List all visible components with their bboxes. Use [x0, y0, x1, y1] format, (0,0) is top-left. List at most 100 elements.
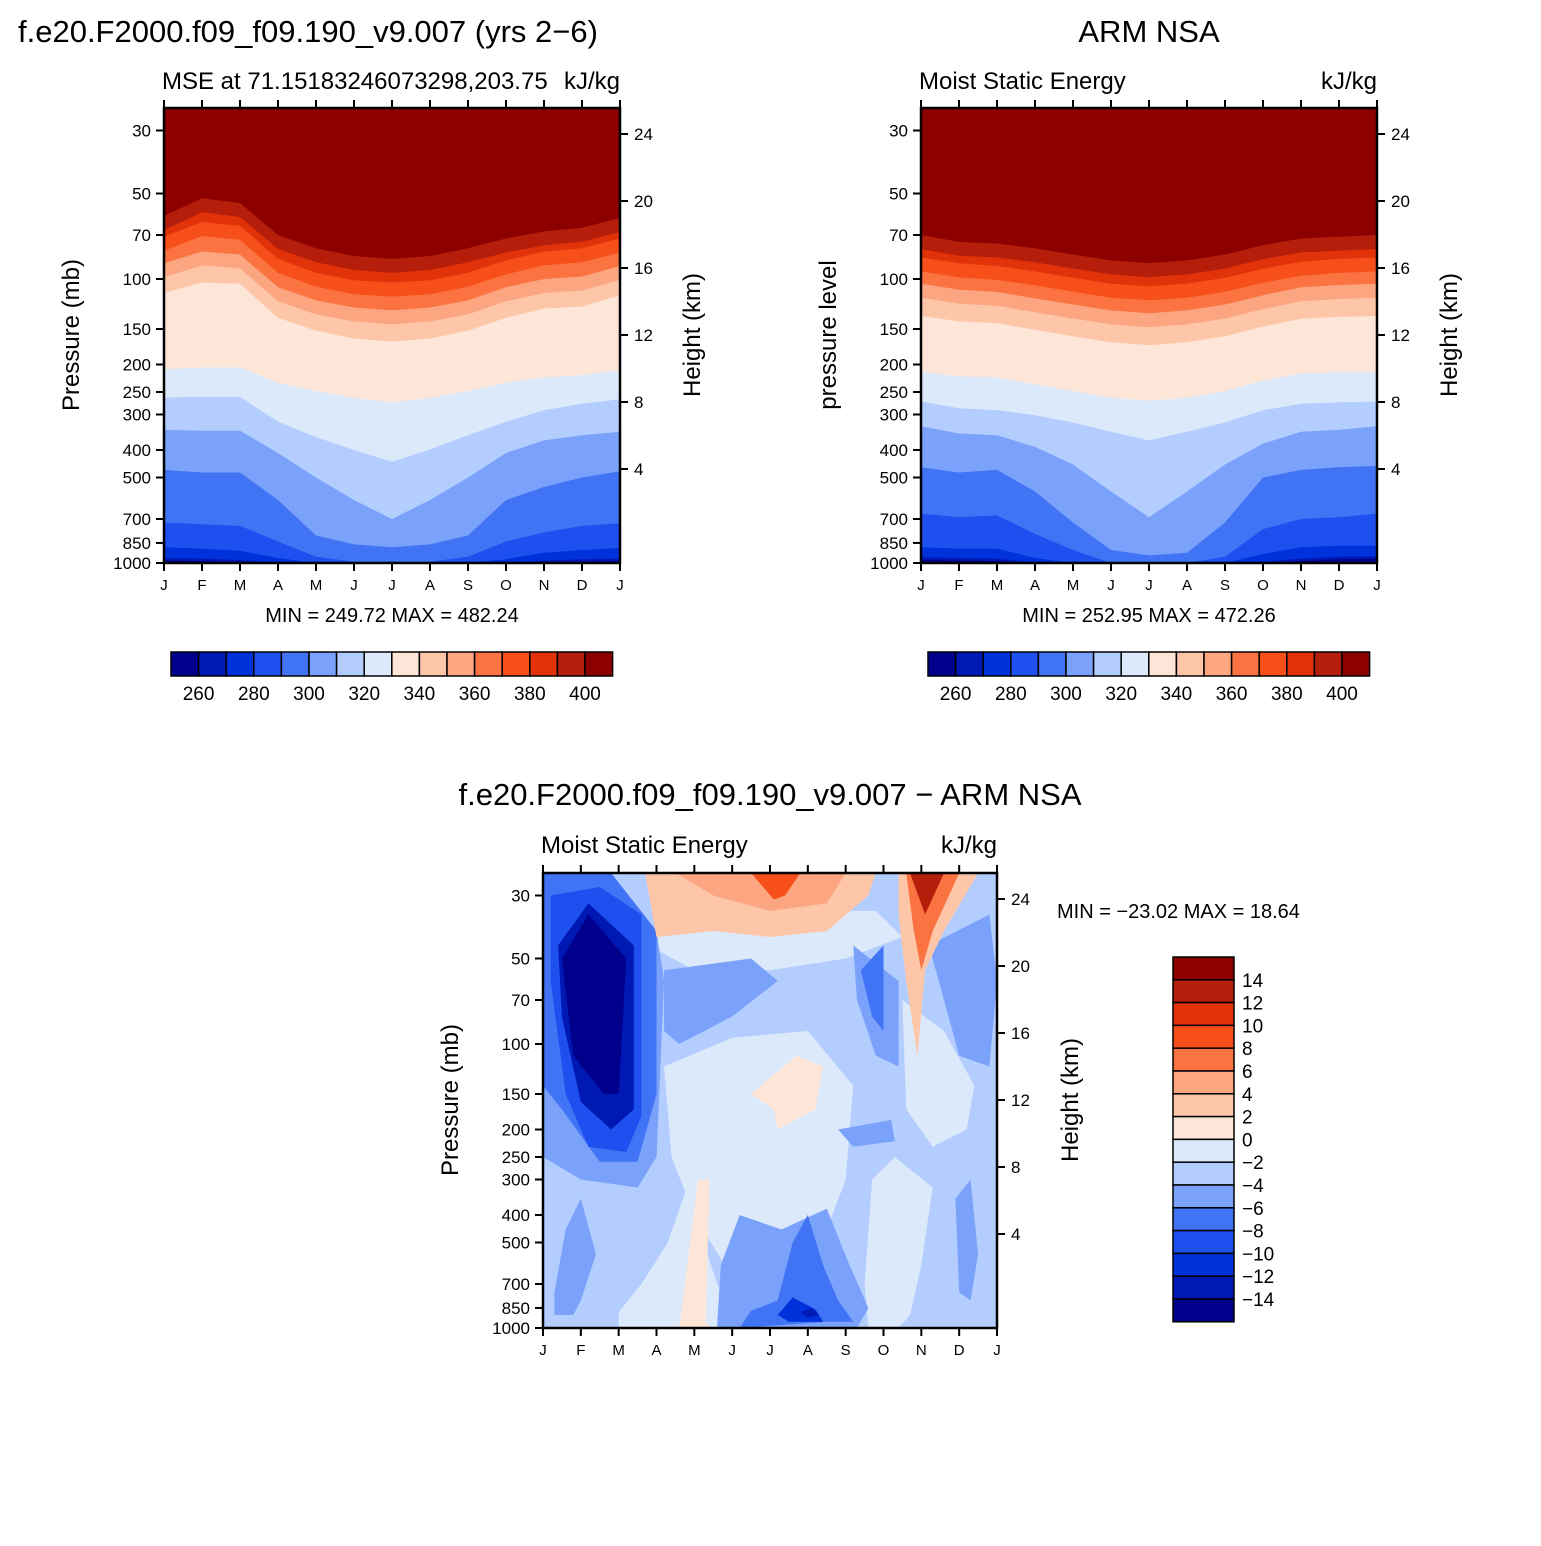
y-tick-label: 50 [889, 184, 908, 203]
colorbar-label: 320 [348, 684, 380, 705]
colorbar-swatch [1172, 979, 1235, 1004]
x-tick-label: J [766, 1342, 774, 1359]
height-tick-label: 12 [1011, 1091, 1030, 1110]
colorbar-swatch [308, 651, 338, 677]
colorbar-swatch [170, 651, 200, 677]
x-tick-label: J [616, 577, 624, 594]
colorbar-swatch [1092, 651, 1122, 677]
colorbar-label: −14 [1242, 1290, 1275, 1311]
colorbar-swatch [1148, 651, 1178, 677]
x-tick-label: J [993, 1342, 1001, 1359]
y-tick-label: 100 [880, 270, 908, 289]
colorbar-label: 260 [940, 684, 972, 705]
model-left-title: MSE at 71.15183246073298,203.75 [162, 68, 548, 95]
x-tick-label: M [612, 1342, 625, 1359]
colorbar-swatch [1037, 651, 1067, 677]
colorbar-swatch [1313, 651, 1343, 677]
colorbar-swatch [501, 651, 531, 677]
y-tick-label: 200 [880, 355, 908, 374]
model-figure-title: f.e20.F2000.f09_f09.190_v9.007 (yrs 2−6) [18, 14, 598, 49]
model-colorbar: 260 280 300 320 340 360 380 400 [170, 651, 614, 705]
contour-band [664, 958, 778, 1044]
height-tick-label: 20 [634, 192, 653, 211]
y-tick-label: 50 [511, 949, 530, 968]
colorbar-swatch [584, 651, 614, 677]
colorbar-label: −2 [1242, 1153, 1264, 1174]
x-tick-label: J [160, 577, 168, 594]
colorbar-swatch [225, 651, 255, 677]
y-tick-label: 850 [880, 534, 908, 553]
colorbar-swatch [982, 651, 1012, 677]
colorbar-label: 280 [995, 684, 1027, 705]
colorbar-swatch [197, 651, 227, 677]
x-tick-label: J [539, 1342, 547, 1359]
x-tick-label: O [500, 577, 512, 594]
contour-band [679, 1179, 714, 1328]
contour-band [864, 1157, 933, 1328]
height-tick-label: 4 [1011, 1225, 1020, 1244]
colorbar-swatch [1341, 651, 1371, 677]
obs-axes: J F M A M J J A S O N D J 30 50 70 100 150 200 250 300 400 500… [870, 100, 1410, 594]
x-tick-label: O [878, 1342, 890, 1359]
y-tick-label: 50 [132, 184, 151, 203]
colorbar-swatch [1203, 651, 1233, 677]
x-tick-label: A [1030, 577, 1040, 594]
height-tick-label: 24 [1011, 890, 1030, 909]
height-tick-label: 20 [1011, 957, 1030, 976]
height-tick-label: 16 [1011, 1024, 1030, 1043]
colorbar-swatch [1286, 651, 1316, 677]
model-minmax: MIN = 249.72 MAX = 482.24 [265, 605, 519, 627]
x-tick-label: S [463, 577, 473, 594]
colorbar-label: 360 [459, 684, 491, 705]
contour-band [618, 1187, 740, 1328]
x-tick-label: J [917, 577, 925, 594]
x-tick-label: M [310, 577, 323, 594]
contour-band [751, 1055, 823, 1130]
obs-y-axis-label: pressure level [815, 260, 842, 409]
y-tick-label: 700 [880, 510, 908, 529]
model-panel: f.e20.F2000.f09_f09.190_v9.007 (yrs 2−6)… [18, 14, 706, 705]
x-tick-label: D [577, 577, 588, 594]
colorbar-label: 340 [404, 684, 436, 705]
y-tick-label: 500 [123, 469, 151, 488]
colorbar-label: 400 [1326, 684, 1358, 705]
diff-panel: f.e20.F2000.f09_f09.190_v9.007 − ARM NSA… [437, 777, 1300, 1359]
x-tick-label: J [388, 577, 396, 594]
x-tick-label: J [1145, 577, 1153, 594]
y-tick-label: 850 [502, 1299, 530, 1318]
colorbar-label: 8 [1242, 1039, 1253, 1060]
colorbar-swatch [1010, 651, 1040, 677]
contour-band [800, 1308, 820, 1318]
obs-contour-fill [921, 108, 1377, 563]
height-tick-label: 8 [1011, 1158, 1020, 1177]
y-tick-label: 250 [502, 1148, 530, 1167]
y-tick-label: 400 [880, 441, 908, 460]
x-tick-label: N [916, 1342, 927, 1359]
colorbar-swatch [473, 651, 503, 677]
diff-y-axis-label: Pressure (mb) [437, 1024, 464, 1176]
model-contour-fill [164, 108, 620, 563]
x-tick-label: A [651, 1342, 661, 1359]
x-tick-label: J [350, 577, 358, 594]
colorbar-swatch [927, 651, 957, 677]
x-tick-label: J [1107, 577, 1115, 594]
contour-band [910, 873, 944, 915]
obs-right-axis-label: Height (km) [1436, 273, 1463, 397]
diff-figure-title: f.e20.F2000.f09_f09.190_v9.007 − ARM NSA [458, 777, 1081, 812]
height-tick-label: 16 [634, 259, 653, 278]
colorbar-label: 300 [293, 684, 325, 705]
y-tick-label: 300 [880, 405, 908, 424]
colorbar-swatch [1065, 651, 1095, 677]
x-tick-label: F [576, 1342, 585, 1359]
y-tick-label: 1000 [492, 1319, 530, 1338]
colorbar-swatch [446, 651, 476, 677]
y-tick-label: 30 [889, 121, 908, 140]
x-tick-label: N [1296, 577, 1307, 594]
y-tick-label: 850 [123, 534, 151, 553]
y-tick-label: 100 [123, 270, 151, 289]
y-tick-label: 200 [502, 1120, 530, 1139]
height-tick-label: 16 [1391, 259, 1410, 278]
